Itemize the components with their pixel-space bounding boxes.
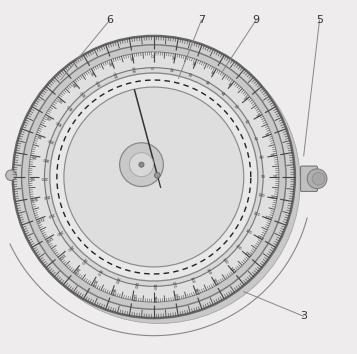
Text: 130: 130 (242, 251, 251, 259)
Text: 80: 80 (259, 155, 265, 160)
Text: 160: 160 (188, 276, 195, 284)
Text: 7: 7 (198, 15, 205, 25)
Text: 80: 80 (31, 153, 37, 158)
Text: 260: 260 (42, 193, 50, 199)
Circle shape (64, 87, 244, 267)
Text: 30: 30 (206, 79, 212, 85)
Circle shape (13, 36, 295, 318)
Circle shape (18, 41, 300, 323)
Text: 50: 50 (57, 96, 64, 102)
Text: 0: 0 (152, 66, 156, 69)
Text: 60: 60 (256, 113, 262, 119)
Circle shape (120, 143, 164, 187)
Text: 180: 180 (152, 295, 156, 303)
Text: 110: 110 (253, 211, 261, 218)
Circle shape (21, 45, 286, 309)
Circle shape (18, 41, 300, 323)
Text: 170: 170 (172, 292, 178, 301)
Text: 310: 310 (66, 103, 74, 110)
Text: 60: 60 (246, 119, 252, 125)
Text: 90: 90 (273, 175, 278, 179)
Text: 50: 50 (243, 96, 251, 102)
Text: 160: 160 (192, 287, 199, 296)
Text: 280: 280 (42, 155, 50, 161)
Text: 10: 10 (172, 54, 177, 60)
Text: 100: 100 (30, 195, 39, 201)
Text: 170: 170 (130, 292, 135, 301)
Text: 5: 5 (316, 15, 323, 25)
Text: 100: 100 (258, 193, 266, 199)
Circle shape (29, 52, 279, 302)
Circle shape (307, 169, 327, 189)
Text: 40: 40 (221, 90, 227, 96)
Circle shape (312, 172, 325, 185)
Text: 40: 40 (72, 80, 79, 87)
Text: 70: 70 (265, 133, 271, 138)
Text: 50: 50 (235, 103, 241, 110)
Text: 90: 90 (29, 175, 35, 179)
Text: 350: 350 (132, 65, 137, 73)
Text: 30: 30 (212, 68, 218, 75)
Text: 130: 130 (56, 251, 65, 259)
Text: 170: 170 (170, 281, 176, 289)
Text: 160: 160 (109, 287, 116, 296)
Text: 180: 180 (152, 283, 156, 290)
Text: 30: 30 (90, 68, 96, 75)
Text: 140: 140 (228, 266, 236, 275)
Text: 110: 110 (263, 215, 273, 222)
Circle shape (130, 153, 154, 177)
Text: 250: 250 (47, 211, 55, 218)
Text: 200: 200 (113, 276, 120, 284)
Text: 110: 110 (35, 215, 44, 222)
Circle shape (45, 68, 263, 286)
Text: 70: 70 (36, 133, 43, 138)
Text: 20: 20 (188, 71, 194, 77)
Text: 6: 6 (106, 15, 113, 25)
Text: 150: 150 (205, 268, 212, 276)
Text: 130: 130 (234, 244, 242, 251)
Circle shape (139, 162, 144, 167)
Circle shape (6, 170, 16, 181)
Text: 40: 40 (229, 80, 235, 87)
Text: 320: 320 (79, 89, 87, 97)
Text: 100: 100 (269, 195, 278, 201)
Text: 9: 9 (252, 15, 260, 25)
Text: 20: 20 (193, 59, 198, 66)
Text: 230: 230 (66, 244, 74, 251)
Text: 270: 270 (40, 175, 48, 179)
Text: 70: 70 (254, 137, 260, 142)
Text: 0: 0 (152, 54, 156, 57)
Text: 150: 150 (211, 278, 218, 287)
Text: 340: 340 (113, 70, 120, 78)
Text: 80: 80 (271, 153, 277, 158)
Text: 190: 190 (132, 281, 137, 289)
Text: 150: 150 (89, 278, 97, 287)
Text: 140: 140 (220, 257, 228, 265)
Text: 140: 140 (71, 266, 80, 275)
Text: 10: 10 (130, 54, 135, 60)
Text: 3: 3 (300, 311, 307, 321)
Text: 290: 290 (46, 136, 55, 143)
Text: 120: 120 (44, 234, 53, 242)
Circle shape (50, 73, 258, 281)
Text: 20: 20 (109, 59, 115, 66)
Text: 300: 300 (55, 119, 63, 126)
Text: 210: 210 (95, 268, 102, 276)
Text: 220: 220 (79, 257, 87, 265)
Circle shape (155, 172, 160, 178)
Text: 90: 90 (261, 175, 266, 179)
Text: 120: 120 (255, 234, 264, 242)
Text: 330: 330 (95, 78, 102, 86)
Text: 10: 10 (170, 66, 175, 72)
Text: 60: 60 (45, 113, 52, 119)
Text: 120: 120 (245, 228, 253, 235)
Text: 240: 240 (55, 228, 63, 235)
FancyBboxPatch shape (301, 166, 317, 192)
